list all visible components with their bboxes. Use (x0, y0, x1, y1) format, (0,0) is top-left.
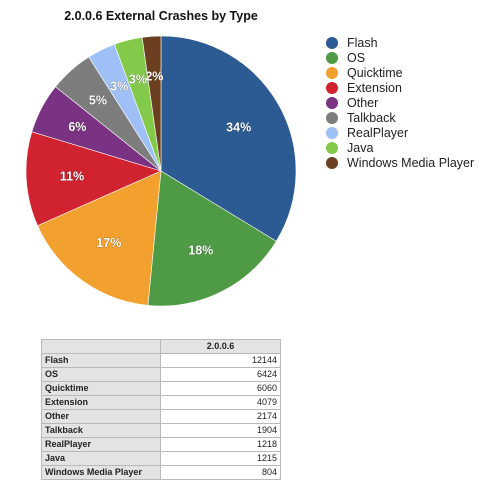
legend-swatch (326, 141, 338, 154)
legend-label: Talkback (347, 110, 396, 125)
table-cell-value: 804 (160, 465, 281, 480)
pie-slice-os (147, 170, 277, 307)
slice-percent-label: 11% (60, 169, 84, 183)
legend-swatch (326, 66, 338, 79)
table-row-label: Other (41, 409, 161, 424)
table-cell-value: 1904 (160, 423, 281, 438)
table-row: OS 6424 (41, 367, 281, 382)
slice-percent-label: 34% (226, 120, 251, 134)
table-row-label: Java (41, 451, 161, 466)
table-cell-value: 4079 (160, 395, 281, 410)
legend-label: Java (347, 140, 374, 155)
legend-label: Windows Media Player (347, 155, 475, 170)
legend-swatch (326, 36, 338, 49)
table-row-label: OS (41, 367, 161, 382)
table-row-label: Quicktime (41, 381, 161, 396)
legend-label: OS (347, 50, 366, 65)
data-table: 2.0.0.6 Flash 12144 OS 6424 Quicktime 6060 Ext… (41, 339, 281, 480)
table-row: Talkback 1904 (41, 423, 281, 438)
legend-item: Windows Media Player (326, 155, 474, 170)
legend-label: RealPlayer (347, 125, 409, 140)
slice-percent-label: 2% (145, 70, 163, 84)
table-row: Java 1215 (41, 451, 281, 466)
table-row: Windows Media Player 804 (41, 465, 281, 480)
table-row: RealPlayer 1218 (41, 437, 281, 452)
slice-percent-label: 5% (89, 94, 107, 108)
chart-title: 2.0.0.6 External Crashes by Type (64, 9, 258, 23)
legend-swatch (326, 81, 338, 94)
table-column-header: 2.0.0.6 (160, 339, 281, 354)
legend-item: Other (326, 95, 474, 110)
legend-swatch (326, 51, 338, 64)
slice-percent-label: 17% (96, 236, 121, 250)
slice-percent-label: 18% (188, 244, 213, 258)
slice-percent-label: 6% (68, 120, 86, 134)
pie-slice-windows-media-player (141, 35, 162, 172)
legend-item: Talkback (326, 110, 474, 125)
legend-swatch (326, 96, 338, 109)
legend-label: Flash (347, 35, 378, 50)
table-row-label: Flash (41, 353, 161, 368)
legend-item: RealPlayer (326, 125, 474, 140)
table-row: Extension 4079 (41, 395, 281, 410)
pie-slice-flash (160, 35, 297, 242)
table-cell-value: 6424 (160, 367, 281, 382)
legend-item: Extension (326, 80, 474, 95)
table-cell-value: 1215 (160, 451, 281, 466)
slice-percent-label: 3% (110, 79, 128, 93)
table-row: Flash 12144 (41, 353, 281, 368)
legend-label: Extension (347, 80, 402, 95)
table-cell-value: 6060 (160, 381, 281, 396)
legend-item: OS (326, 50, 474, 65)
pie-slice-quicktime (37, 170, 162, 306)
table-cell-value: 12144 (160, 353, 281, 368)
pie-chart: 34%18%17%11%6%5%3% 3%2% (25, 35, 297, 307)
table-row: Other 2174 (41, 409, 281, 424)
table-body: Flash 12144 OS 6424 Quicktime 6060 Extension 40… (41, 353, 281, 480)
legend-swatch (326, 111, 338, 124)
legend: Flash OS Quicktime Extension Other Talkback Re… (326, 35, 474, 170)
table-cell-value: 2174 (160, 409, 281, 424)
legend-swatch (326, 156, 338, 169)
table-row-label: Windows Media Player (41, 465, 161, 480)
table-row-label: RealPlayer (41, 437, 161, 452)
table-row: Quicktime 6060 (41, 381, 281, 396)
legend-item: Quicktime (326, 65, 474, 80)
legend-label: Quicktime (347, 65, 403, 80)
table-row-label: Talkback (41, 423, 161, 438)
table-corner-cell (41, 339, 161, 354)
pie-slice-extension (25, 131, 162, 227)
table-cell-value: 1218 (160, 437, 281, 452)
legend-label: Other (347, 95, 379, 110)
table-header-row: 2.0.0.6 (41, 339, 281, 354)
legend-item: Java (326, 140, 474, 155)
legend-swatch (326, 126, 338, 139)
legend-item: Flash (326, 35, 474, 50)
slice-percent-label: 3% (129, 72, 147, 86)
table-row-label: Extension (41, 395, 161, 410)
